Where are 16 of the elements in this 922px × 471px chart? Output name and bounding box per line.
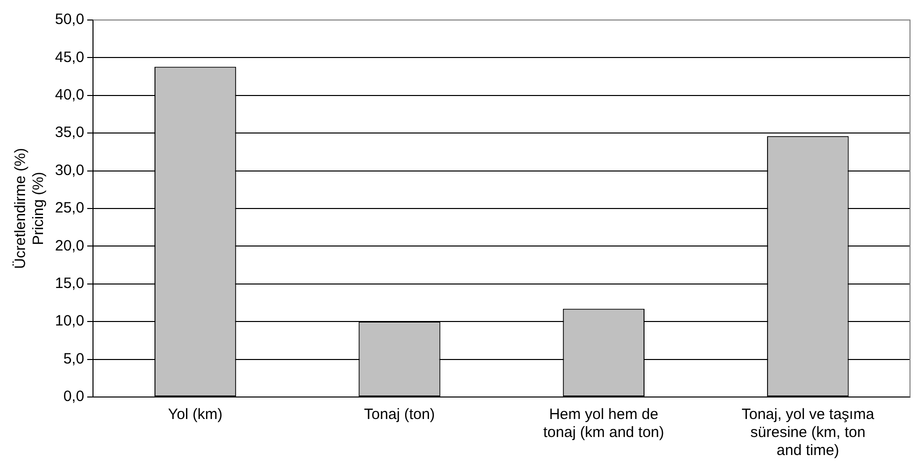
- y-tick-label: 20,0: [54, 237, 84, 254]
- y-tick-label: 40,0: [54, 86, 84, 104]
- y-tick-label: 25,0: [54, 200, 84, 217]
- y-axis-title: Ücretlendirme (%) Pricing (%): [12, 148, 48, 269]
- y-tick-label: 35,0: [54, 124, 84, 142]
- y-tick-label: 15,0: [54, 275, 84, 292]
- y-tick-label: 30,0: [54, 162, 84, 179]
- y-tick-label: 45,0: [54, 48, 84, 66]
- y-tick-label: 5,0: [63, 350, 84, 368]
- y-tick-label: 0,0: [63, 388, 84, 406]
- y-tick-label: 50,0: [54, 11, 84, 28]
- x-tick-label: Tonaj, yol ve taşıma süresine (km, ton and time): [742, 406, 875, 460]
- x-tick-label: Tonaj (ton): [364, 406, 435, 424]
- x-tick-label: Hem yol hem de tonaj (km and ton): [543, 406, 664, 442]
- y-tick-label: 10,0: [54, 312, 84, 330]
- x-tick-label: Yol (km): [168, 406, 223, 424]
